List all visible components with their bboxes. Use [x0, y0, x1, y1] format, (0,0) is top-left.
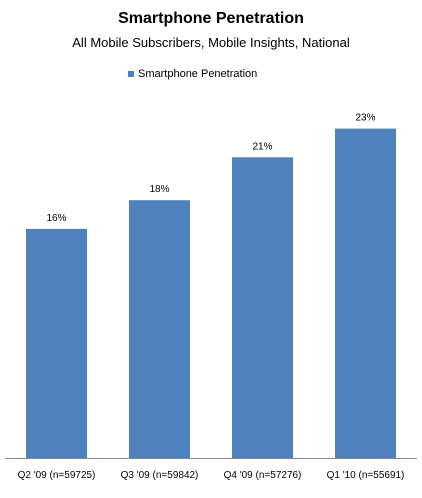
x-tick-label: Q1 '10 (n=55691): [327, 470, 405, 481]
x-tick-label: Q2 '09 (n=59725): [18, 470, 96, 481]
x-tick-label: Q3 '09 (n=59842): [121, 470, 199, 481]
data-label: 23%: [355, 113, 375, 124]
data-label: 18%: [149, 184, 169, 195]
chart-title: Smartphone Penetration: [118, 10, 304, 27]
bar: [26, 228, 87, 458]
legend-label: Smartphone Penetration: [138, 68, 258, 80]
bar: [129, 200, 190, 458]
data-label: 16%: [46, 213, 66, 224]
bar: [232, 157, 293, 459]
chart-subtitle: All Mobile Subscribers, Mobile Insights,…: [72, 35, 350, 50]
legend: Smartphone Penetration: [128, 67, 257, 81]
x-tick-label: Q4 '09 (n=57276): [224, 470, 302, 481]
bar: [335, 128, 396, 458]
data-label: 21%: [252, 141, 272, 152]
legend-swatch: [128, 71, 134, 77]
